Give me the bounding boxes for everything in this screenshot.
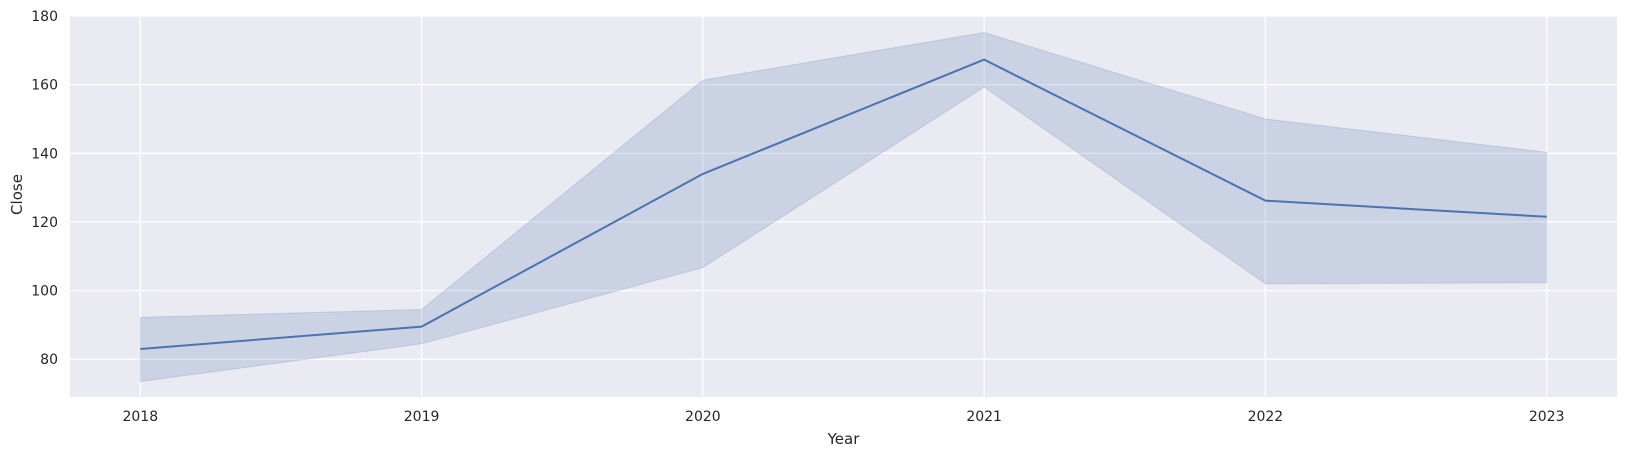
series-line bbox=[140, 58, 1547, 350]
x-tick-label: 2023 bbox=[1529, 409, 1565, 425]
x-tick-label: 2022 bbox=[1248, 409, 1284, 425]
y-tick-label: 100 bbox=[31, 284, 58, 300]
x-tick-label: 2021 bbox=[966, 409, 1002, 425]
y-tick-label: 140 bbox=[31, 146, 58, 162]
x-tick-label: 2020 bbox=[685, 409, 721, 425]
grid bbox=[70, 15, 1617, 397]
y-tick-label: 80 bbox=[40, 352, 58, 368]
x-tick-label: 2018 bbox=[122, 409, 158, 425]
x-tick-label: 2019 bbox=[404, 409, 440, 425]
x-axis-label: Year bbox=[827, 430, 861, 448]
y-axis-ticks: 80 100 120 140 160 180 bbox=[31, 9, 58, 368]
x-axis-ticks: 2018 2019 2020 2021 2022 2023 bbox=[122, 409, 1564, 425]
confidence-band bbox=[139, 31, 1548, 383]
y-axis-label: Close bbox=[8, 174, 26, 215]
y-tick-label: 160 bbox=[31, 78, 58, 94]
y-tick-label: 180 bbox=[31, 9, 58, 25]
y-tick-label: 120 bbox=[31, 215, 58, 231]
